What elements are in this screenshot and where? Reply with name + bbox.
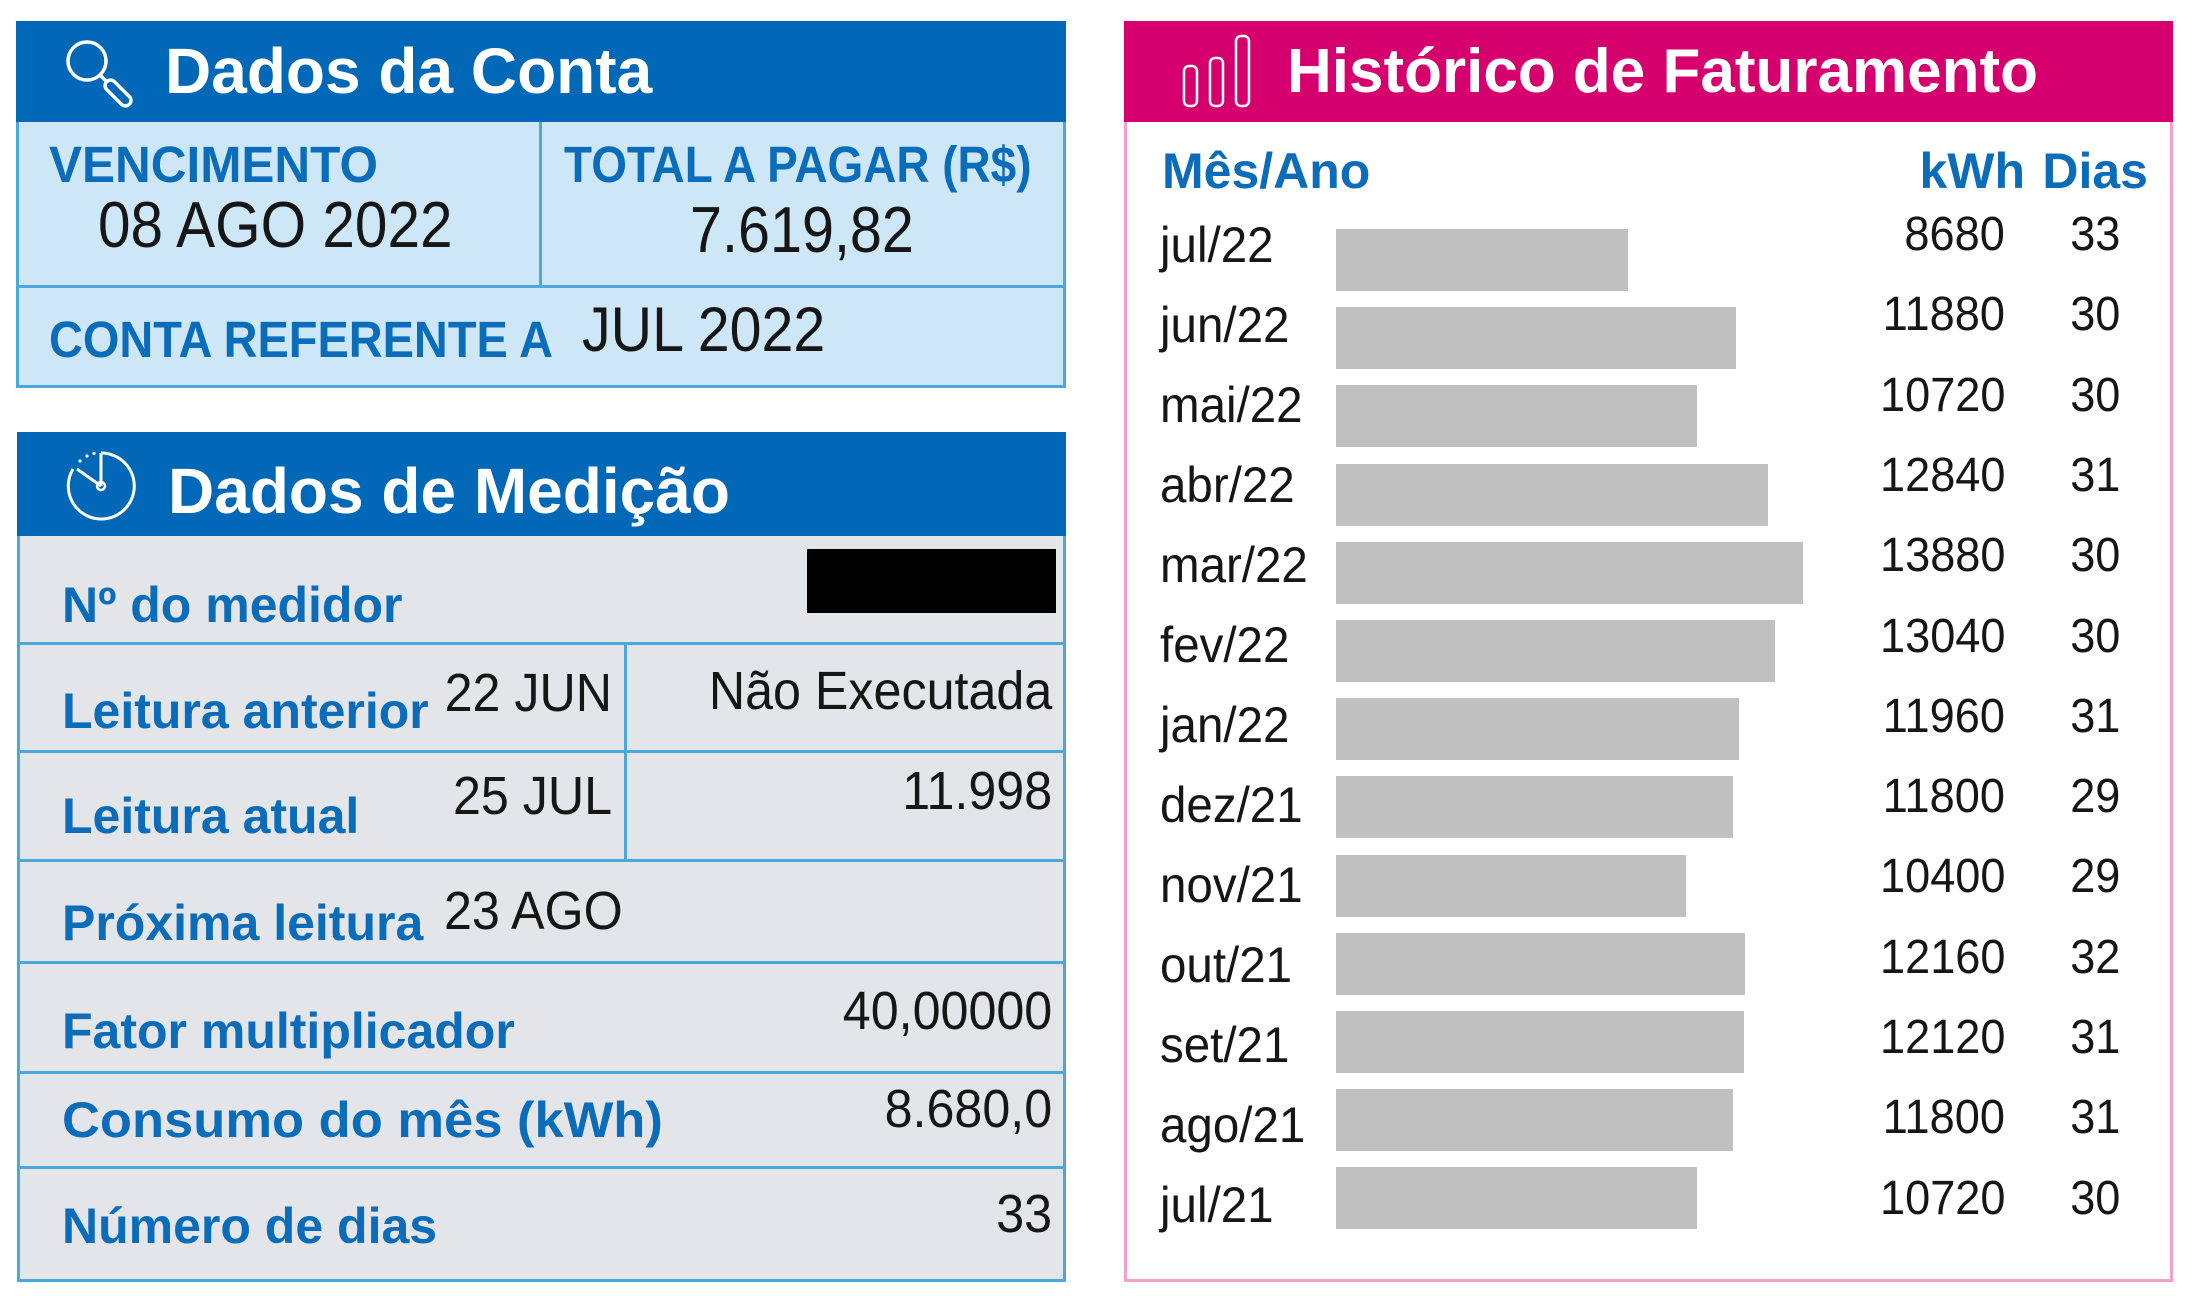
row-divider bbox=[16, 285, 1066, 288]
magnifier-icon bbox=[66, 40, 133, 108]
kwh-value: 10400 bbox=[1879, 850, 2005, 904]
dados-conta-panel: Dados da Conta VENCIMENTO 08 AGO 2022 TO… bbox=[16, 21, 1066, 388]
conta-referente-label: CONTA REFERENTE A bbox=[49, 311, 553, 368]
total-a-pagar-value: 7.619,82 bbox=[690, 193, 914, 266]
row-divider bbox=[17, 1166, 1066, 1169]
consumption-bar bbox=[1336, 776, 1734, 839]
month-label: fev/22 bbox=[1160, 617, 1290, 673]
kwh-value: 8680 bbox=[1904, 208, 2005, 261]
month-label: mar/22 bbox=[1160, 537, 1308, 593]
month-label: out/21 bbox=[1160, 937, 1293, 993]
dados-medicao-title: Dados de Medição bbox=[168, 455, 730, 527]
consumption-bar bbox=[1336, 229, 1629, 291]
dias-value: 29 bbox=[2069, 850, 2120, 904]
row-divider bbox=[17, 1071, 1066, 1074]
fator-multiplicador-value: 40,00000 bbox=[842, 981, 1052, 1041]
historico-faturamento-panel: Histórico de Faturamento Mês/Ano kWh Dia… bbox=[1124, 21, 2173, 1282]
consumption-bar bbox=[1336, 932, 1746, 995]
leitura-atual-label: Leitura atual bbox=[62, 788, 360, 844]
dias-value: 31 bbox=[2069, 689, 2120, 743]
month-label: mai/22 bbox=[1160, 377, 1303, 433]
leitura-atual-value: 11.998 bbox=[902, 761, 1052, 821]
month-label: set/21 bbox=[1160, 1017, 1290, 1073]
month-label: dez/21 bbox=[1160, 777, 1303, 833]
dados-medicao-panel: Dados de Medição Nº do medidor Leitura a… bbox=[17, 432, 1066, 1282]
month-label: jul/22 bbox=[1160, 217, 1274, 273]
dados-conta-header: Dados da Conta bbox=[16, 21, 1066, 122]
month-label: abr/22 bbox=[1160, 457, 1295, 513]
leitura-anterior-date: 22 JUN bbox=[444, 663, 612, 723]
column-divider bbox=[624, 642, 627, 859]
row-divider bbox=[17, 961, 1066, 964]
row-divider bbox=[17, 642, 1066, 645]
consumption-bar bbox=[1336, 385, 1697, 448]
conta-referente-value: JUL 2022 bbox=[582, 295, 826, 365]
proxima-leitura-date: 23 AGO bbox=[444, 881, 623, 941]
consumption-bar bbox=[1336, 698, 1739, 761]
dias-value: 30 bbox=[2069, 288, 2120, 342]
vencimento-label: VENCIMENTO bbox=[49, 136, 378, 193]
leitura-anterior-value: Não Executada bbox=[708, 661, 1052, 721]
kwh-value: 13040 bbox=[1879, 609, 2005, 663]
consumption-bar bbox=[1336, 854, 1686, 917]
proxima-leitura-label: Próxima leitura bbox=[62, 895, 424, 951]
column-header-mes-ano: Mês/Ano bbox=[1162, 143, 1371, 199]
month-label: jun/22 bbox=[1160, 297, 1290, 353]
consumo-mes-value: 8.680,0 bbox=[884, 1079, 1052, 1139]
fator-multiplicador-label: Fator multiplicador bbox=[62, 1003, 515, 1059]
redacted-meter-number bbox=[807, 549, 1056, 613]
kwh-value: 12840 bbox=[1879, 448, 2005, 502]
total-a-pagar-label: TOTAL A PAGAR (R$) bbox=[564, 136, 1032, 193]
numero-dias-value: 33 bbox=[996, 1184, 1052, 1244]
consumption-bar bbox=[1336, 1167, 1697, 1230]
kwh-value: 10720 bbox=[1879, 368, 2005, 422]
dias-value: 33 bbox=[2069, 208, 2120, 261]
dias-value: 31 bbox=[2069, 1011, 2120, 1064]
bar-chart-icon bbox=[1182, 34, 1251, 108]
leitura-anterior-label: Leitura anterior bbox=[62, 683, 429, 739]
kwh-value: 11800 bbox=[1882, 770, 2005, 824]
leitura-atual-date: 25 JUL bbox=[452, 766, 612, 826]
month-label: jan/22 bbox=[1160, 697, 1290, 753]
consumption-bar bbox=[1336, 307, 1736, 370]
dias-value: 32 bbox=[2069, 930, 2120, 984]
consumption-bar bbox=[1336, 541, 1804, 604]
month-label: nov/21 bbox=[1160, 857, 1303, 913]
column-divider bbox=[539, 122, 542, 286]
kwh-value: 12120 bbox=[1879, 1011, 2005, 1064]
row-divider bbox=[17, 859, 1066, 862]
kwh-value: 13880 bbox=[1879, 529, 2005, 583]
consumption-bar bbox=[1336, 1011, 1744, 1073]
dados-conta-title: Dados da Conta bbox=[165, 35, 653, 107]
column-header-dias: Dias bbox=[2042, 143, 2148, 199]
kwh-value: 10720 bbox=[1879, 1171, 2005, 1225]
kwh-value: 11960 bbox=[1882, 689, 2005, 743]
clock-icon bbox=[66, 451, 136, 521]
consumption-bar bbox=[1336, 463, 1769, 526]
column-header-kwh: kWh bbox=[1919, 143, 2025, 199]
consumo-mes-label: Consumo do mês (kWh) bbox=[62, 1092, 663, 1148]
kwh-value: 11880 bbox=[1882, 288, 2005, 342]
consumption-bar bbox=[1336, 1089, 1734, 1152]
historico-title: Histórico de Faturamento bbox=[1287, 37, 2038, 106]
dados-medicao-header: Dados de Medição bbox=[17, 432, 1066, 536]
dias-value: 30 bbox=[2069, 529, 2120, 583]
dias-value: 29 bbox=[2069, 770, 2120, 824]
vencimento-value: 08 AGO 2022 bbox=[98, 188, 453, 261]
dias-value: 31 bbox=[2069, 1091, 2120, 1145]
dias-value: 31 bbox=[2069, 448, 2120, 502]
kwh-value: 12160 bbox=[1879, 930, 2005, 984]
historico-header: Histórico de Faturamento bbox=[1124, 21, 2173, 122]
month-label: jul/21 bbox=[1160, 1177, 1274, 1233]
row-divider bbox=[17, 750, 1066, 753]
kwh-value: 11800 bbox=[1882, 1091, 2005, 1145]
month-label: ago/21 bbox=[1160, 1097, 1306, 1153]
dias-value: 30 bbox=[2069, 1171, 2120, 1225]
dias-value: 30 bbox=[2069, 368, 2120, 422]
consumption-bar bbox=[1336, 620, 1775, 682]
medidor-label: Nº do medidor bbox=[62, 577, 403, 633]
numero-dias-label: Número de dias bbox=[62, 1198, 438, 1254]
dias-value: 30 bbox=[2069, 609, 2120, 663]
